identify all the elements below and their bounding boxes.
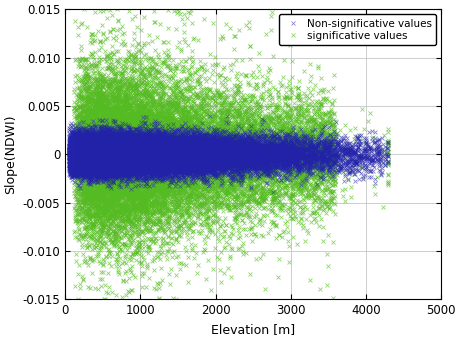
significative values bbox=[79, 166, 85, 170]
Non-significative values bbox=[129, 149, 135, 153]
Non-significative values bbox=[207, 114, 213, 118]
Legend: Non-significative values, significative values: Non-significative values, significative … bbox=[278, 14, 435, 45]
Line: Non-significative values: Non-significative values bbox=[67, 114, 389, 193]
Non-significative values bbox=[115, 145, 121, 149]
Non-significative values bbox=[269, 189, 275, 193]
significative values bbox=[244, 123, 250, 127]
Non-significative values bbox=[129, 143, 135, 147]
significative values bbox=[123, 158, 128, 162]
significative values bbox=[102, 186, 107, 190]
significative values bbox=[102, 298, 107, 302]
X-axis label: Elevation [m]: Elevation [m] bbox=[211, 323, 295, 336]
Y-axis label: Slope(NDWI): Slope(NDWI) bbox=[4, 115, 17, 194]
Non-significative values bbox=[73, 162, 79, 166]
Non-significative values bbox=[129, 160, 135, 164]
Non-significative values bbox=[77, 142, 82, 146]
significative values bbox=[128, 181, 133, 185]
significative values bbox=[114, 7, 120, 11]
Non-significative values bbox=[170, 159, 175, 163]
significative values bbox=[128, 117, 133, 121]
significative values bbox=[145, 121, 150, 125]
Non-significative values bbox=[77, 156, 83, 160]
Line: significative values: significative values bbox=[72, 7, 389, 301]
significative values bbox=[225, 138, 231, 142]
